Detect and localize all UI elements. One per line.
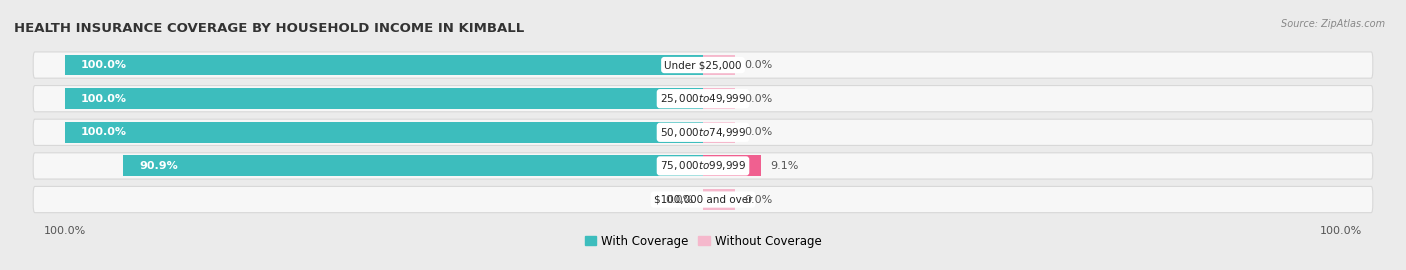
Text: $25,000 to $49,999: $25,000 to $49,999	[659, 92, 747, 105]
Bar	[65, 122, 703, 143]
Bar	[703, 156, 761, 176]
Text: 0.0%: 0.0%	[665, 195, 693, 205]
Text: 90.9%: 90.9%	[139, 161, 177, 171]
Text: Source: ZipAtlas.com: Source: ZipAtlas.com	[1281, 19, 1385, 29]
Text: $50,000 to $74,999: $50,000 to $74,999	[659, 126, 747, 139]
Text: HEALTH INSURANCE COVERAGE BY HOUSEHOLD INCOME IN KIMBALL: HEALTH INSURANCE COVERAGE BY HOUSEHOLD I…	[14, 22, 524, 35]
Text: 0.0%: 0.0%	[744, 94, 773, 104]
Text: 0.0%: 0.0%	[744, 195, 773, 205]
Bar	[703, 189, 735, 210]
FancyBboxPatch shape	[34, 186, 1372, 213]
FancyBboxPatch shape	[34, 86, 1372, 112]
Bar	[124, 156, 703, 176]
Bar	[703, 55, 735, 76]
Text: 100.0%: 100.0%	[82, 127, 127, 137]
Bar	[65, 55, 703, 76]
Text: 100.0%: 100.0%	[82, 60, 127, 70]
Text: Under $25,000: Under $25,000	[664, 60, 742, 70]
Bar	[703, 88, 735, 109]
Text: $75,000 to $99,999: $75,000 to $99,999	[659, 159, 747, 173]
Bar	[703, 122, 735, 143]
FancyBboxPatch shape	[34, 119, 1372, 146]
Bar	[65, 88, 703, 109]
FancyBboxPatch shape	[34, 52, 1372, 78]
Text: 0.0%: 0.0%	[744, 127, 773, 137]
Text: $100,000 and over: $100,000 and over	[654, 195, 752, 205]
FancyBboxPatch shape	[34, 153, 1372, 179]
Text: 9.1%: 9.1%	[770, 161, 799, 171]
Legend: With Coverage, Without Coverage: With Coverage, Without Coverage	[585, 235, 821, 248]
Text: 0.0%: 0.0%	[744, 60, 773, 70]
Text: 100.0%: 100.0%	[82, 94, 127, 104]
